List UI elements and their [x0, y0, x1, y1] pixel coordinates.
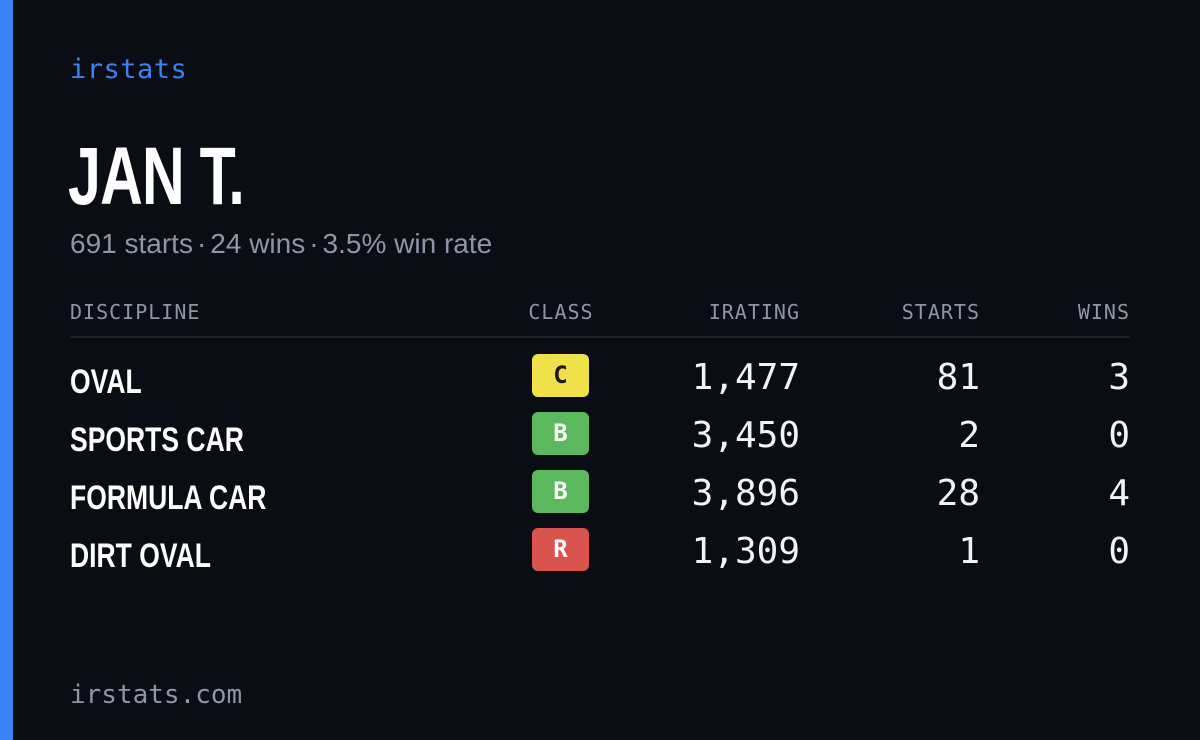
table-header: DISCIPLINE CLASS IRATING STARTS WINS [70, 300, 1130, 338]
header-wins: WINS [1077, 300, 1130, 324]
class-badge: B [532, 470, 589, 513]
discipline-name: FORMULA CAR [70, 479, 267, 517]
irating-value: 1,477 [691, 357, 800, 398]
footer-url[interactable]: irstats.com [70, 680, 243, 710]
separator: · [196, 228, 207, 259]
starts-value: 28 [936, 473, 980, 514]
header-starts: STARTS [901, 300, 980, 324]
header-irating: IRATING [708, 300, 800, 324]
table-row: FORMULA CAR B 3,896 28 4 [70, 468, 1130, 526]
starts-value: 81 [936, 357, 980, 398]
irating-value: 3,450 [691, 415, 800, 456]
starts-summary: 691 starts [70, 228, 193, 259]
class-badge: R [532, 528, 589, 571]
brand-logo[interactable]: irstats [70, 54, 188, 85]
class-badge: B [532, 412, 589, 455]
wins-summary: 24 wins [210, 228, 306, 259]
discipline-name: OVAL [70, 363, 142, 401]
wins-value: 3 [1108, 357, 1130, 398]
wins-value: 0 [1108, 531, 1130, 572]
wins-value: 4 [1108, 473, 1130, 514]
starts-value: 1 [958, 531, 980, 572]
irating-value: 1,309 [691, 531, 800, 572]
accent-bar [0, 0, 13, 740]
driver-name: JAN T. [68, 131, 245, 222]
discipline-name: DIRT OVAL [70, 537, 211, 575]
table-row: OVAL C 1,477 81 3 [70, 352, 1130, 410]
driver-summary: 691 starts · 24 wins · 3.5% win rate [70, 228, 492, 260]
header-class: CLASS [528, 300, 594, 324]
table-row: DIRT OVAL R 1,309 1 0 [70, 526, 1130, 584]
discipline-name: SPORTS CAR [70, 421, 244, 459]
wins-value: 0 [1108, 415, 1130, 456]
table-row: SPORTS CAR B 3,450 2 0 [70, 410, 1130, 468]
starts-value: 2 [958, 415, 980, 456]
header-discipline: DISCIPLINE [70, 300, 201, 324]
irating-value: 3,896 [691, 473, 800, 514]
class-badge: C [532, 354, 589, 397]
table-body: OVAL C 1,477 81 3 SPORTS CAR B 3,450 2 0… [70, 352, 1130, 584]
win-rate-summary: 3.5% win rate [322, 228, 493, 259]
separator: · [309, 228, 319, 259]
